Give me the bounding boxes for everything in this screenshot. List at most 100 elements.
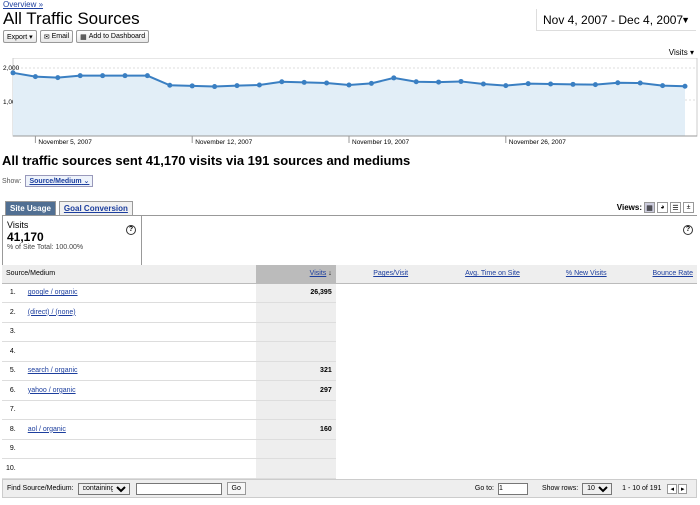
visits-cell [255, 458, 336, 479]
column-visits[interactable]: Visits ↓ [255, 265, 336, 284]
data-point [592, 82, 598, 88]
help-icon[interactable]: ? [683, 225, 693, 235]
performance-view-icon[interactable]: ☰ [670, 202, 681, 213]
data-point [525, 81, 531, 87]
row-index: 1. [2, 283, 24, 303]
data-point [55, 75, 61, 81]
visits-cell: 297 [255, 380, 336, 401]
data-point [10, 70, 16, 76]
data-point [570, 81, 576, 87]
table-row: 4. [2, 341, 697, 362]
row-index: 2. [2, 302, 24, 323]
pagination-range: 1 - 10 of 191 [622, 485, 662, 492]
dimension-select[interactable]: Source/Medium ⌄ [25, 175, 94, 187]
data-point [324, 80, 330, 86]
find-input[interactable] [135, 482, 222, 495]
data-point [548, 81, 554, 87]
visits-cell: 160 [255, 419, 336, 440]
next-page-icon[interactable]: ▸ [677, 483, 688, 494]
source-medium-link[interactable]: (direct) / (none) [23, 302, 256, 323]
find-label: Find Source/Medium: [7, 485, 74, 492]
show-rows-label: Show rows: [541, 485, 579, 492]
table-footer: Find Source/Medium: containing Go Go to:… [2, 479, 697, 498]
table-row: 1. google / organic 26,395 [2, 283, 697, 303]
data-point [503, 83, 509, 89]
goto-input[interactable] [497, 482, 528, 495]
page-title: All Traffic Sources [3, 9, 140, 28]
visits-cell [255, 439, 336, 459]
dashboard-icon: ▦ [80, 33, 87, 41]
row-index: 10. [2, 458, 24, 479]
show-row: Show: Source/Medium ⌄ [2, 175, 94, 187]
source-medium-link[interactable] [23, 458, 256, 479]
source-medium-link[interactable] [23, 439, 256, 459]
data-point [615, 80, 621, 86]
visits-cell [255, 400, 336, 420]
add-to-dashboard-button[interactable]: ▦ Add to Dashboard [76, 30, 150, 43]
help-icon[interactable]: ? [126, 225, 136, 235]
data-point [256, 82, 262, 88]
match-type-select[interactable]: containing [77, 482, 130, 495]
source-medium-link[interactable]: aol / organic [23, 419, 256, 440]
row-index: 3. [2, 322, 24, 342]
chevron-down-icon: ⌄ [83, 178, 90, 185]
data-point [436, 79, 442, 85]
email-button[interactable]: ✉ Email [39, 30, 74, 43]
show-rows-select[interactable]: 10 [582, 482, 613, 495]
comparison-view-icon[interactable]: ± [683, 202, 694, 213]
metric-select[interactable]: Visits ▾ [668, 48, 694, 57]
data-point [212, 84, 218, 90]
go-button[interactable]: Go [226, 482, 246, 495]
column-avg-time[interactable]: Avg. Time on Site [412, 265, 524, 284]
visits-scorecard: Visits 41,170 % of Site Total: 100.00% ? [2, 216, 142, 266]
source-medium-link[interactable] [23, 400, 256, 420]
tab-goal-conversion[interactable]: Goal Conversion [58, 201, 133, 215]
source-medium-link[interactable] [23, 322, 256, 342]
envelope-icon: ✉ [43, 33, 50, 41]
data-point [660, 83, 666, 89]
table-row: 8. aol / organic 160 [2, 419, 697, 440]
tab-site-usage[interactable]: Site Usage [5, 201, 56, 215]
visits-cell [255, 302, 336, 323]
data-point [413, 79, 419, 85]
series-area [13, 72, 685, 136]
table-view-icon[interactable]: ▦ [644, 202, 655, 213]
source-medium-link[interactable]: google / organic [23, 283, 256, 303]
summary-text: All traffic sources sent 41,170 visits v… [2, 153, 411, 168]
scorecard-panel: Visits 41,170 % of Site Total: 100.00% ?… [2, 215, 697, 266]
source-medium-link[interactable]: search / organic [23, 361, 256, 381]
toolbar: Export ▾ ✉ Email ▦ Add to Dashboard [3, 30, 150, 43]
table-row: 9. [2, 439, 697, 459]
breadcrumb[interactable]: Overview » [3, 0, 44, 9]
scorecard-label: Visits [7, 220, 29, 230]
data-point [122, 73, 128, 79]
table-row: 6. yahoo / organic 297 [2, 380, 697, 401]
column-new-visits[interactable]: % New Visits [523, 265, 611, 284]
scorecard-value: 41,170 [7, 230, 44, 244]
views-switcher: Views: ▦ ◕ ☰ ± [617, 202, 694, 213]
data-point [346, 82, 352, 88]
data-point [637, 80, 643, 86]
data-point [167, 82, 173, 88]
pie-view-icon[interactable]: ◕ [657, 202, 668, 213]
row-index: 7. [2, 400, 24, 420]
date-range-picker[interactable]: Nov 4, 2007 - Dec 4, 2007 ▼ [536, 9, 696, 31]
column-pages-visit[interactable]: Pages/Visit [335, 265, 413, 284]
data-point [100, 73, 106, 79]
row-index: 5. [2, 361, 24, 381]
sort-arrow-icon: ↓ [328, 270, 332, 278]
y-tick-label: 1,000 [3, 99, 20, 106]
data-point [144, 73, 150, 79]
show-label: Show: [2, 177, 22, 185]
column-bounce-rate[interactable]: Bounce Rate [610, 265, 697, 284]
data-point [77, 73, 83, 79]
data-point [480, 81, 486, 87]
source-medium-link[interactable]: yahoo / organic [23, 380, 256, 401]
data-point [32, 74, 38, 80]
source-medium-link[interactable] [23, 341, 256, 362]
table-row: 7. [2, 400, 697, 420]
prev-page-icon[interactable]: ◂ [667, 483, 677, 494]
data-point [279, 79, 285, 85]
export-button[interactable]: Export ▾ [3, 30, 37, 43]
x-tick-label: November 26, 2007 [509, 139, 566, 146]
